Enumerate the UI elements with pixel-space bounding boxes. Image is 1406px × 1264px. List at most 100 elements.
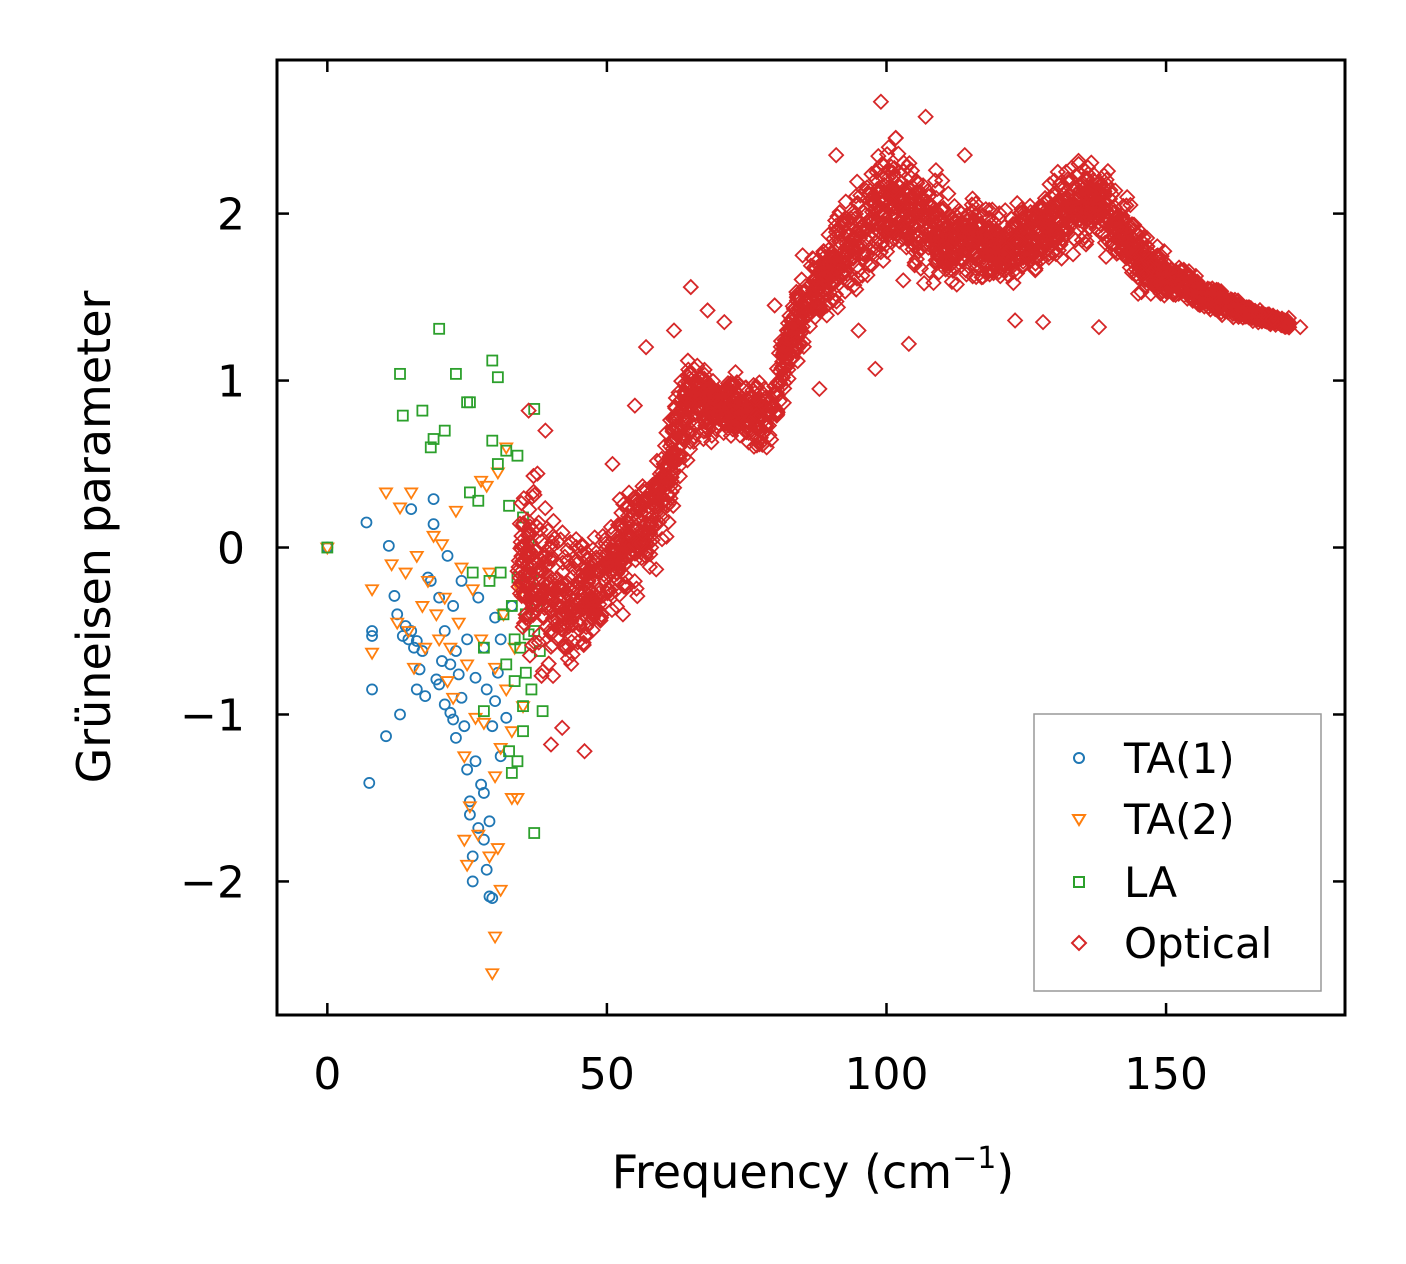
point-optical — [968, 250, 985, 268]
point-optical — [980, 201, 998, 219]
point-optical — [1004, 215, 1022, 233]
point-ta1 — [363, 777, 376, 789]
point-optical — [894, 197, 912, 215]
point-optical — [724, 420, 741, 438]
point-optical — [543, 550, 560, 568]
point-optical — [906, 254, 923, 272]
point-la — [461, 396, 474, 409]
point-optical — [1152, 276, 1170, 293]
point-optical — [605, 543, 623, 560]
point-ta2 — [473, 634, 489, 648]
point-optical — [788, 283, 805, 301]
point-ta1 — [410, 635, 423, 647]
point-ta1 — [447, 600, 460, 612]
point-optical — [1047, 226, 1064, 244]
point-optical — [848, 173, 866, 191]
point-la — [528, 403, 541, 415]
point-ta1 — [382, 539, 395, 552]
point-ta1 — [489, 611, 501, 624]
point-optical — [898, 181, 915, 199]
point-optical — [806, 308, 824, 326]
point-optical — [1011, 233, 1029, 251]
point-optical — [677, 407, 694, 425]
point-optical — [882, 193, 900, 211]
point-optical — [885, 199, 903, 217]
point-ta2 — [498, 442, 514, 456]
point-optical — [1006, 233, 1023, 250]
point-la — [464, 396, 476, 409]
point-optical — [667, 389, 685, 407]
point-optical — [653, 530, 671, 548]
point-ta1 — [458, 720, 471, 733]
point-optical — [1098, 210, 1115, 227]
legend-entry-ta2: TA(2) — [1071, 795, 1235, 844]
point-ta1 — [360, 516, 373, 529]
point-optical — [681, 426, 698, 443]
point-optical — [895, 162, 913, 180]
y-axis: −2 −1 0 1 2 — [180, 190, 1345, 908]
point-optical — [594, 587, 612, 604]
point-optical — [919, 182, 937, 200]
point-optical — [1147, 276, 1164, 294]
point-optical — [654, 509, 671, 527]
point-optical — [627, 535, 644, 553]
point-optical — [1175, 271, 1192, 289]
point-optical — [1061, 198, 1079, 215]
point-optical — [1143, 258, 1160, 276]
point-optical — [609, 529, 626, 547]
point-optical — [1264, 310, 1281, 328]
point-optical — [575, 589, 593, 607]
point-la — [503, 745, 515, 758]
point-ta2 — [470, 829, 486, 843]
point-optical — [1167, 276, 1185, 294]
point-optical — [1133, 283, 1150, 301]
point-optical — [534, 563, 552, 580]
point-optical — [751, 407, 768, 425]
point-la — [517, 700, 529, 713]
point-ta1 — [366, 625, 378, 637]
point-optical — [748, 378, 766, 396]
point-optical — [573, 537, 591, 555]
point-optical — [537, 422, 554, 439]
point-ta2 — [417, 642, 433, 656]
point-optical — [1022, 242, 1040, 260]
point-ta2 — [456, 751, 472, 764]
point-optical — [1118, 197, 1135, 214]
point-optical — [543, 538, 560, 556]
point-optical — [1212, 303, 1230, 321]
point-ta2 — [364, 647, 380, 661]
point-ta1 — [424, 575, 437, 587]
point-optical — [793, 271, 810, 288]
point-optical — [835, 247, 852, 264]
point-optical — [1091, 173, 1109, 191]
point-optical — [860, 257, 878, 274]
point-optical — [1067, 231, 1084, 249]
point-ta1 — [500, 711, 513, 724]
point-ta2 — [431, 634, 447, 648]
point-ta2 — [479, 480, 495, 494]
point-optical — [542, 580, 560, 598]
point-ta1 — [427, 493, 440, 505]
point-ta2 — [509, 793, 526, 806]
point-optical — [1004, 263, 1022, 281]
point-optical — [614, 541, 632, 559]
point-ta2 — [493, 884, 509, 898]
point-optical — [658, 528, 675, 545]
point-ta1 — [464, 795, 476, 808]
point-optical — [847, 281, 865, 298]
point-la — [517, 725, 529, 738]
point-optical — [544, 667, 562, 685]
point-optical — [617, 516, 635, 534]
point-ta2 — [428, 609, 444, 623]
point-optical — [775, 337, 792, 354]
point-optical — [978, 265, 995, 282]
point-optical — [1016, 204, 1033, 222]
point-ta1 — [472, 822, 485, 834]
point-optical — [758, 417, 775, 434]
point-ta1 — [461, 763, 474, 776]
point-optical — [526, 580, 543, 598]
point-optical — [837, 215, 854, 232]
point-ta2 — [389, 617, 405, 631]
point-la — [486, 354, 499, 367]
point-la — [508, 675, 521, 687]
